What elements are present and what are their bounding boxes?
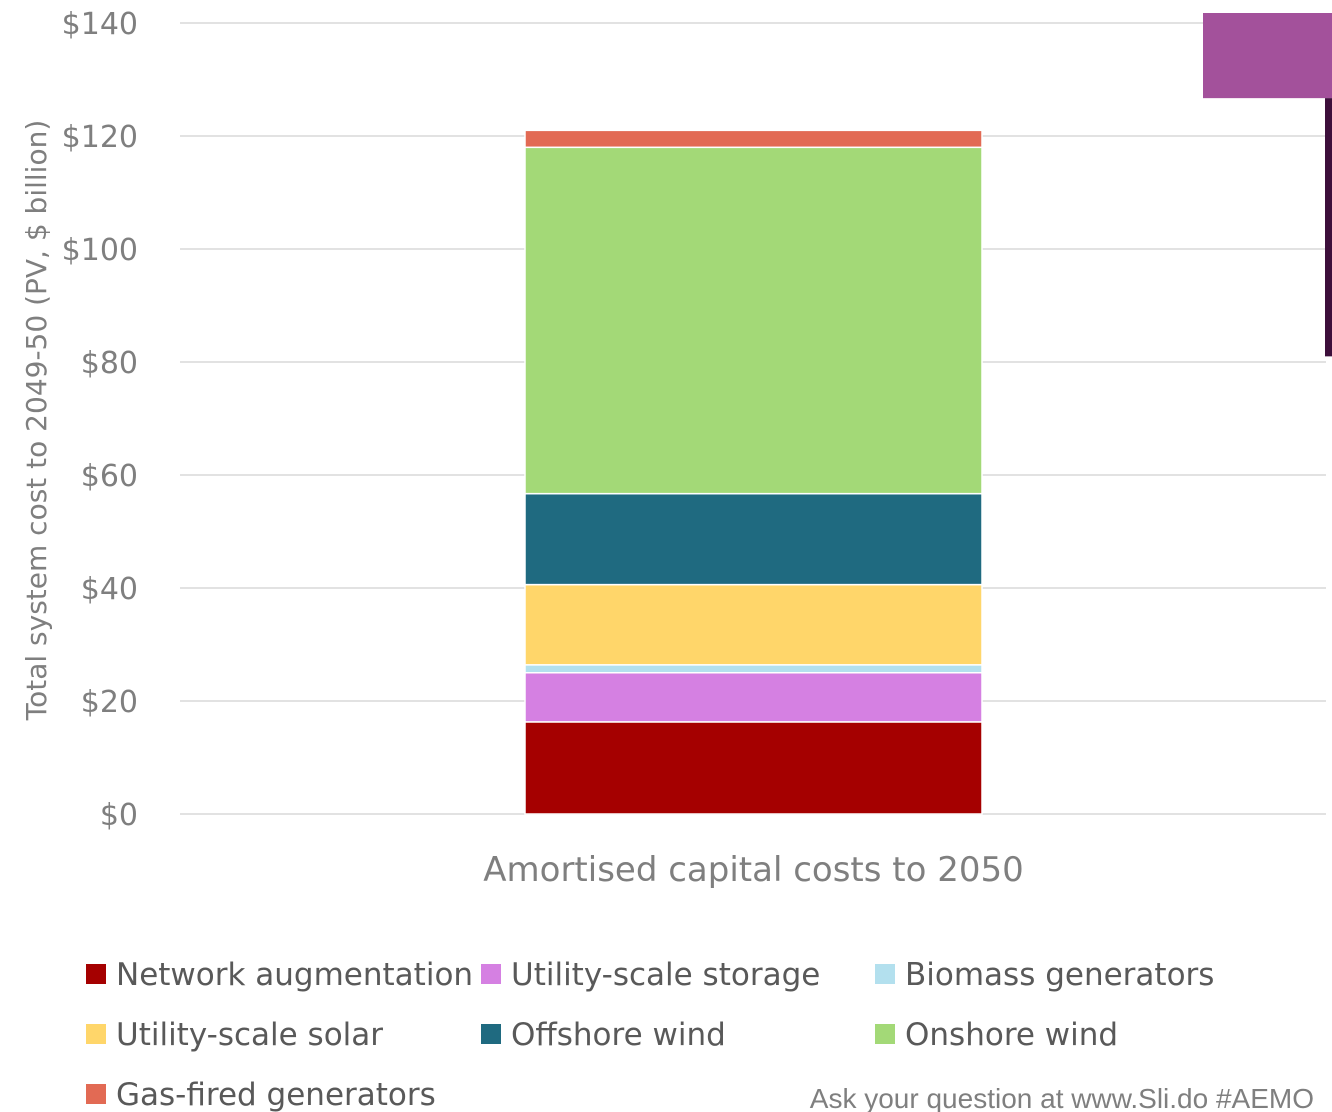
y-tick-label: $60: [81, 459, 138, 494]
partial-bar-right: [1203, 13, 1332, 357]
x-axis-categories: Amortised capital costs to 2050: [483, 850, 1023, 890]
legend-label: Gas-fired generators: [116, 1077, 436, 1112]
legend-label: Utility-scale solar: [116, 1017, 383, 1053]
legend-swatch: [86, 1024, 106, 1044]
legend-swatch: [481, 964, 501, 984]
legend-label: Network augmentation: [116, 957, 473, 993]
y-axis-label: Total system cost to 2049-50 (PV, $ bill…: [20, 120, 53, 721]
legend-label: Onshore wind: [905, 1017, 1118, 1053]
stacked-bar: [524, 129, 983, 815]
x-category-label: Amortised capital costs to 2050: [483, 850, 1023, 890]
footer-text: Ask your question at www.Sli.do #AEMO: [810, 1083, 1314, 1112]
y-tick-label: $0: [100, 798, 138, 833]
legend-swatch: [481, 1024, 501, 1044]
y-tick-label: $80: [81, 346, 138, 381]
bar-segment-gas-fired-generators: [524, 129, 983, 149]
bar-segment-onshore-wind: [524, 146, 983, 495]
legend-label: Offshore wind: [511, 1017, 726, 1053]
y-tick-label: $120: [62, 120, 138, 155]
y-tick-label: $20: [81, 685, 138, 720]
bar-segment-offshore-wind: [524, 492, 983, 586]
partial-bar-segment: [1203, 13, 1332, 99]
legend-label: Utility-scale storage: [511, 957, 820, 993]
y-axis-ticks: $0 $20 $40 $60 $80 $100 $120 $140: [62, 7, 138, 833]
bar-segment-biomass-generators: [524, 664, 983, 674]
bar-segment-network-augmentation: [524, 721, 983, 815]
bar-segment-utility-scale-solar: [524, 583, 983, 666]
y-tick-label: $140: [62, 7, 138, 42]
legend-swatch: [86, 1084, 106, 1104]
legend-swatch: [875, 964, 895, 984]
y-tick-label: $40: [81, 572, 138, 607]
legend: Network augmentation Utility-scale storag…: [86, 957, 1214, 1112]
legend-swatch: [875, 1024, 895, 1044]
bar-segment-utility-scale-storage: [524, 672, 983, 723]
legend-swatch: [86, 964, 106, 984]
partial-bar-segment-dark: [1325, 98, 1332, 357]
y-tick-label: $100: [62, 233, 138, 268]
legend-label: Biomass generators: [905, 957, 1214, 993]
